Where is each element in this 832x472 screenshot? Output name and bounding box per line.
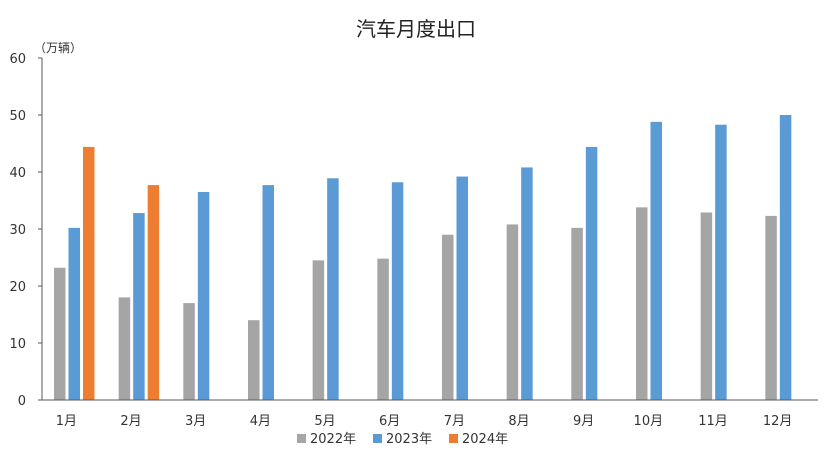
bar-2022年-10月	[636, 207, 648, 400]
chart-title: 汽车月度出口	[356, 17, 476, 41]
legend: 2022年 2023年 2024年	[297, 432, 508, 447]
bar-2022年-3月	[183, 303, 195, 400]
bar-2022年-11月	[700, 212, 713, 400]
legend-label: 2024年	[462, 432, 508, 447]
bar-2024年-2月	[147, 185, 160, 400]
bar-2022年-7月	[442, 234, 454, 400]
x-tick-label: 7月	[444, 414, 465, 429]
bar-2023年-10月	[650, 121, 662, 400]
bar-2023年-6月	[391, 182, 404, 400]
x-tick-label: 6月	[379, 414, 400, 429]
bar-2023年-3月	[197, 191, 210, 400]
bar-2023年-5月	[327, 178, 339, 400]
x-tick-label: 1月	[56, 414, 77, 429]
y-axis-ticks: 0 10 20 30 40 50 60	[9, 52, 42, 409]
x-tick-label: 12月	[763, 414, 793, 429]
x-axis-tick-labels: 1月 2月 3月 4月 5月 6月 7月 8月 9月 10月 11月 12月	[56, 414, 793, 429]
bar-2022年-5月	[312, 260, 325, 400]
bar-2022年-1月	[54, 267, 66, 400]
y-tick-label: 30	[9, 223, 26, 238]
bar-2023年-7月	[456, 176, 468, 400]
bar-2022年-4月	[248, 320, 260, 400]
y-tick-label: 10	[9, 337, 26, 352]
bar-2023年-8月	[521, 167, 533, 400]
x-tick-label: 10月	[634, 414, 664, 429]
x-tick-label: 4月	[250, 414, 271, 429]
bar-2022年-8月	[506, 224, 519, 400]
x-tick-label: 3月	[185, 414, 206, 429]
x-tick-label: 8月	[508, 414, 529, 429]
y-tick-label: 20	[9, 280, 26, 295]
y-tick-label: 60	[9, 52, 26, 67]
legend-label: 2023年	[386, 432, 432, 447]
bar-2022年-6月	[377, 258, 389, 400]
legend-swatch	[373, 434, 382, 443]
bar-2023年-11月	[715, 124, 727, 400]
legend-label: 2022年	[310, 432, 356, 447]
y-tick-label: 40	[9, 166, 26, 181]
bar-2023年-12月	[779, 115, 792, 400]
bar-2023年-4月	[262, 185, 274, 400]
bar-2022年-9月	[571, 227, 583, 400]
y-tick-label: 0	[18, 394, 26, 409]
x-tick-label: 2月	[120, 414, 141, 429]
x-tick-label: 9月	[573, 414, 594, 429]
y-tick-label: 50	[9, 109, 26, 124]
bar-2022年-12月	[765, 215, 777, 400]
bars-group	[54, 115, 792, 400]
bar-2022年-2月	[118, 297, 131, 400]
x-tick-label: 5月	[314, 414, 335, 429]
bar-2023年-2月	[133, 213, 145, 400]
y-axis-unit-label: （万辆）	[34, 41, 82, 55]
legend-swatch	[297, 434, 306, 443]
bar-2023年-1月	[68, 227, 80, 400]
x-tick-label: 11月	[698, 414, 728, 429]
bar-2024年-1月	[83, 146, 95, 400]
legend-swatch	[449, 434, 458, 443]
bar-2023年-9月	[585, 146, 598, 400]
